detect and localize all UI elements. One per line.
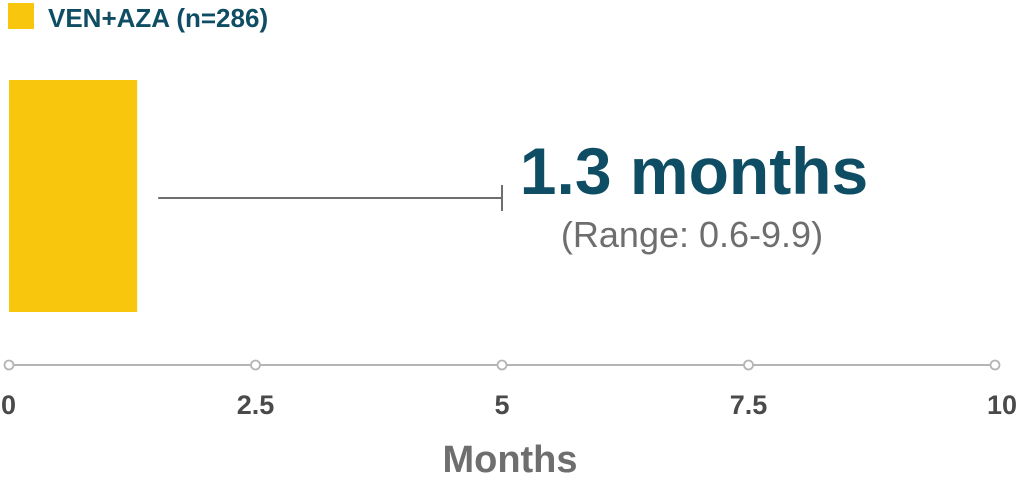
- x-tick-label: 7.5: [730, 390, 768, 420]
- median-value-label: 1.3 months: [520, 134, 868, 208]
- x-tick-label: 10: [987, 390, 1017, 420]
- x-tick-marker: [250, 359, 261, 371]
- legend-label: VEN+AZA (n=286): [48, 3, 268, 33]
- x-axis-ticks: 0 2.5 5 7.5 10: [1, 359, 1017, 420]
- x-tick-label: 2.5: [237, 390, 275, 420]
- legend: VEN+AZA (n=286): [8, 3, 268, 33]
- x-tick-label: 0: [1, 390, 16, 420]
- x-tick-marker: [3, 359, 15, 371]
- x-tick-marker: [496, 359, 508, 371]
- median-bar: [9, 80, 138, 312]
- range-label: (Range: 0.6-9.9): [561, 214, 823, 255]
- legend-swatch: [8, 3, 34, 29]
- x-tick-marker: [743, 359, 754, 371]
- x-tick-marker: [989, 359, 1001, 371]
- range-whisker: [158, 185, 503, 211]
- x-axis-title: Months: [442, 439, 577, 480]
- x-tick-label: 5: [494, 390, 509, 420]
